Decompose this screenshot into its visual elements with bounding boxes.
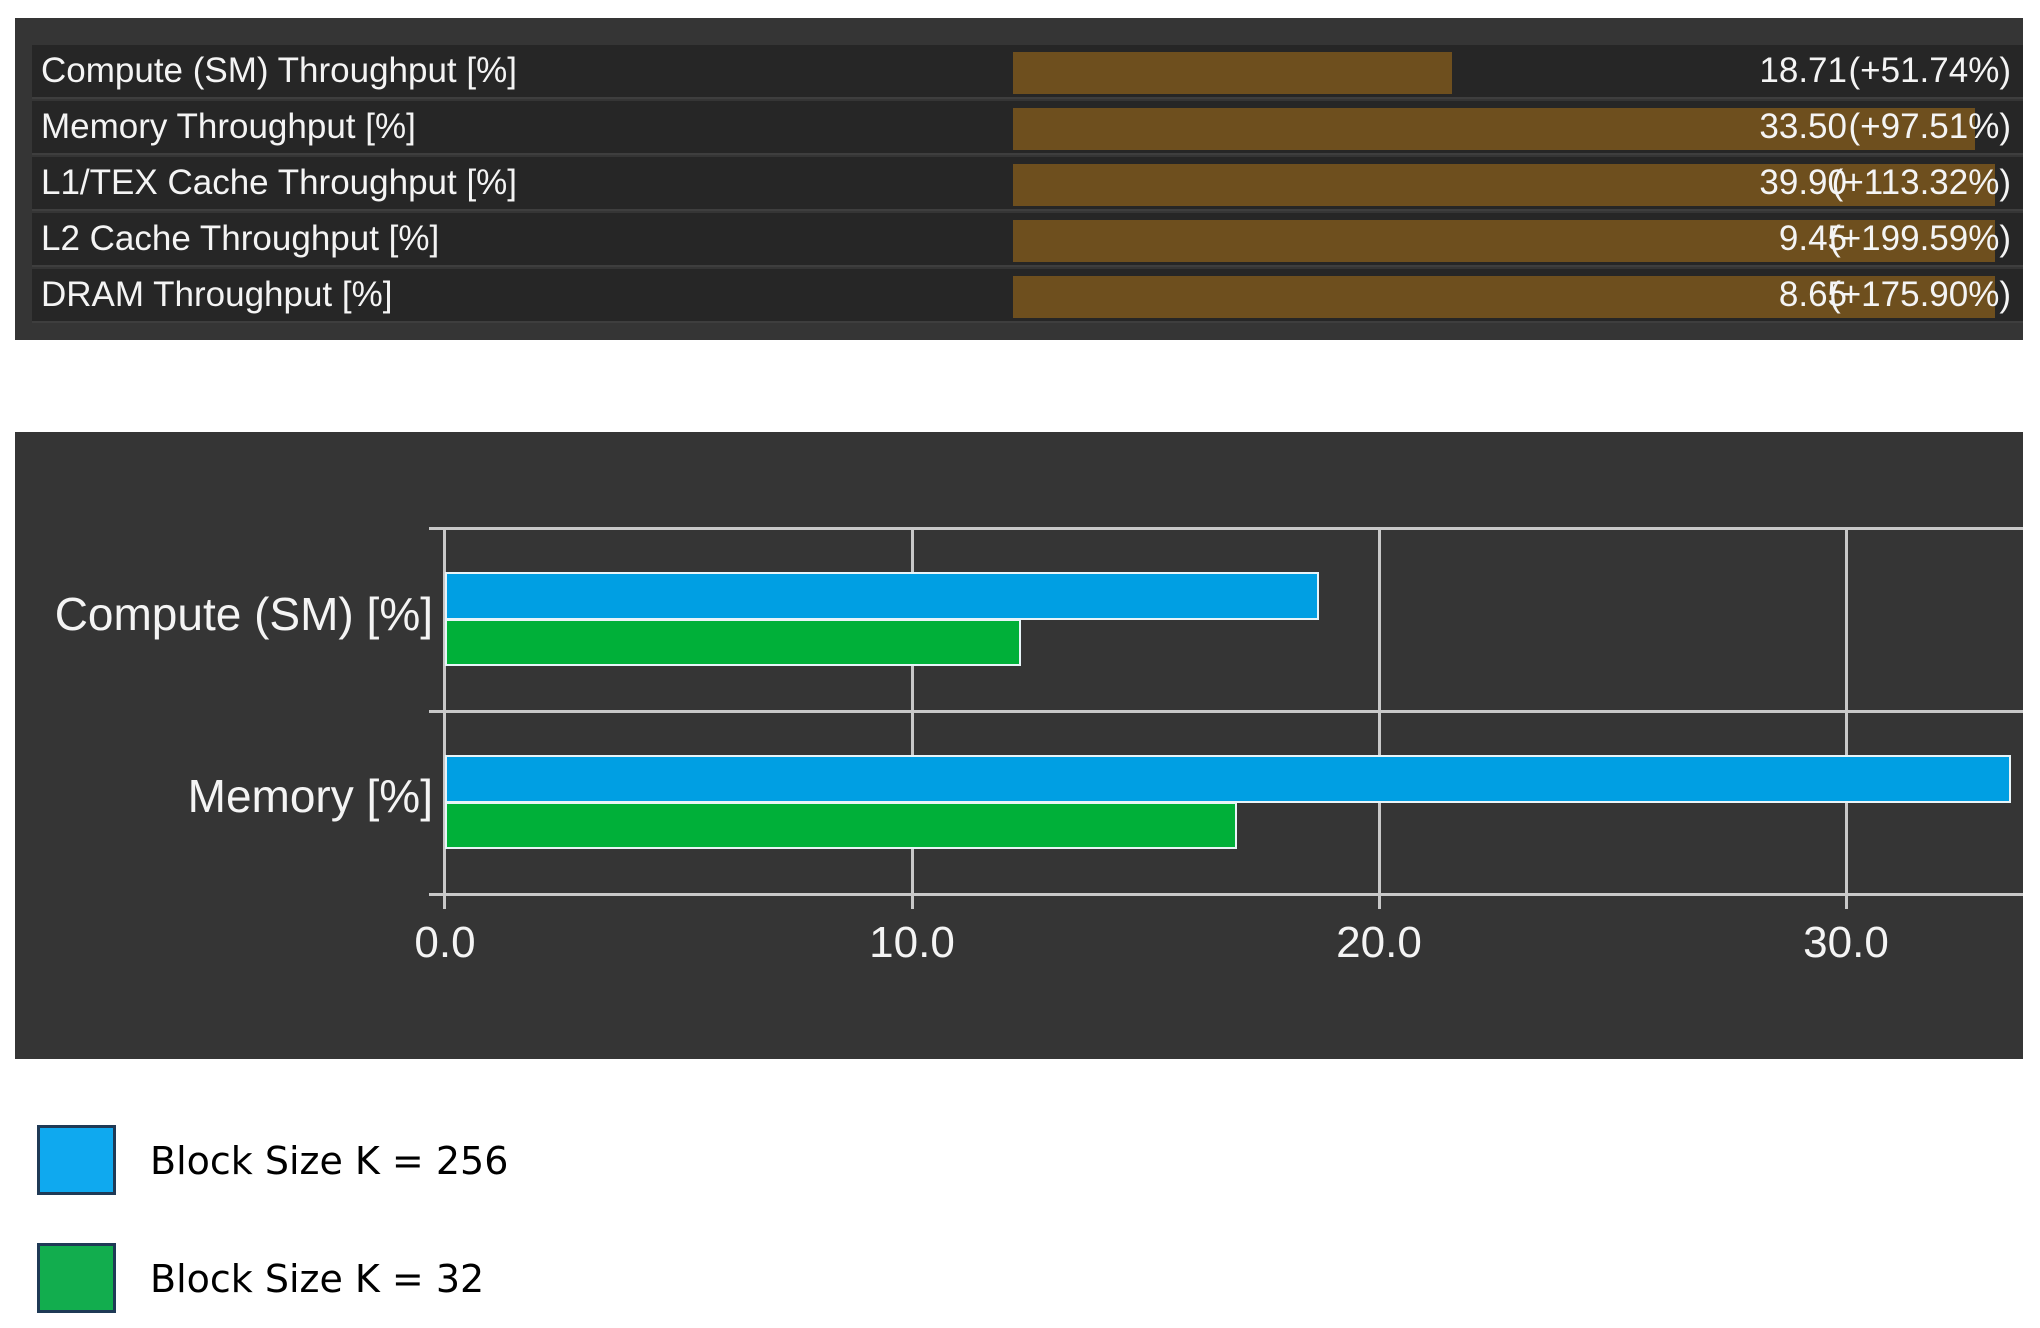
y-axis-line	[443, 528, 446, 909]
metric-delta: (+199.59%)	[1829, 219, 2011, 258]
metric-label: L1/TEX Cache Throughput [%]	[41, 163, 518, 202]
metric-value: 18.71	[1759, 51, 1847, 90]
metric-bar	[1013, 52, 1452, 94]
category-label-compute: Compute (SM) [%]	[54, 588, 433, 640]
legend-label: Block Size K = 32	[150, 1257, 485, 1301]
legend-swatch-blue	[37, 1125, 116, 1195]
gridline-10	[911, 528, 914, 909]
clipped-header-text	[15, 18, 2023, 22]
metric-bar	[1013, 108, 1975, 150]
x-axis-line	[429, 893, 2023, 896]
metric-label: Memory Throughput [%]	[41, 107, 416, 146]
legend-swatch-green	[37, 1243, 116, 1313]
metric-label: Compute (SM) Throughput [%]	[41, 51, 517, 90]
gridline-20	[1378, 528, 1381, 909]
metric-delta: (+51.74%)	[1848, 51, 2011, 90]
metric-value: 9.45	[1778, 219, 1847, 258]
gridline-30	[1845, 528, 1848, 909]
x-tick-label: 20.0	[1336, 918, 1422, 967]
metric-bar	[1013, 220, 1995, 262]
metric-delta: (+97.51%)	[1848, 107, 2011, 146]
bar-memory-k256	[445, 755, 2011, 803]
metric-value: 39.90	[1759, 163, 1847, 202]
metric-label: DRAM Throughput [%]	[41, 275, 393, 314]
category-divider-line	[429, 710, 2023, 713]
metric-row-memory: Memory Throughput [%] 33.50 (+97.51%)	[32, 101, 2023, 155]
legend-label: Block Size K = 256	[150, 1139, 509, 1183]
metric-row-l1tex: L1/TEX Cache Throughput [%] 39.90 (+113.…	[32, 157, 2023, 211]
x-tick-label: 10.0	[869, 918, 955, 967]
bar-compute-k32	[445, 619, 1021, 666]
plot-top-line	[429, 527, 2023, 530]
category-label-memory: Memory [%]	[187, 770, 433, 822]
bar-chart-panel: Compute (SM) [%] Memory [%] 0.0 10.0 20.…	[15, 432, 2023, 1059]
metric-delta: (+175.90%)	[1829, 275, 2011, 314]
metric-row-compute: Compute (SM) Throughput [%] 18.71 (+51.7…	[32, 45, 2023, 99]
x-tick-label: 0.0	[414, 918, 476, 967]
metric-value: 33.50	[1759, 107, 1847, 146]
throughput-metrics-table: Compute (SM) Throughput [%] 18.71 (+51.7…	[32, 45, 2023, 325]
bar-compute-k256	[445, 572, 1319, 620]
metric-row-dram: DRAM Throughput [%] 8.65 (+175.90%)	[32, 269, 2023, 323]
metric-delta: (+113.32%)	[1831, 163, 2011, 202]
metric-bar	[1013, 276, 1995, 318]
metric-bar	[1013, 164, 1995, 206]
bar-memory-k32	[445, 802, 1237, 849]
throughput-metrics-panel: Compute (SM) Throughput [%] 18.71 (+51.7…	[15, 18, 2023, 340]
metric-label: L2 Cache Throughput [%]	[41, 219, 440, 258]
x-tick-label: 30.0	[1803, 918, 1889, 967]
metric-row-l2: L2 Cache Throughput [%] 9.45 (+199.59%)	[32, 213, 2023, 267]
metric-value: 8.65	[1778, 275, 1847, 314]
